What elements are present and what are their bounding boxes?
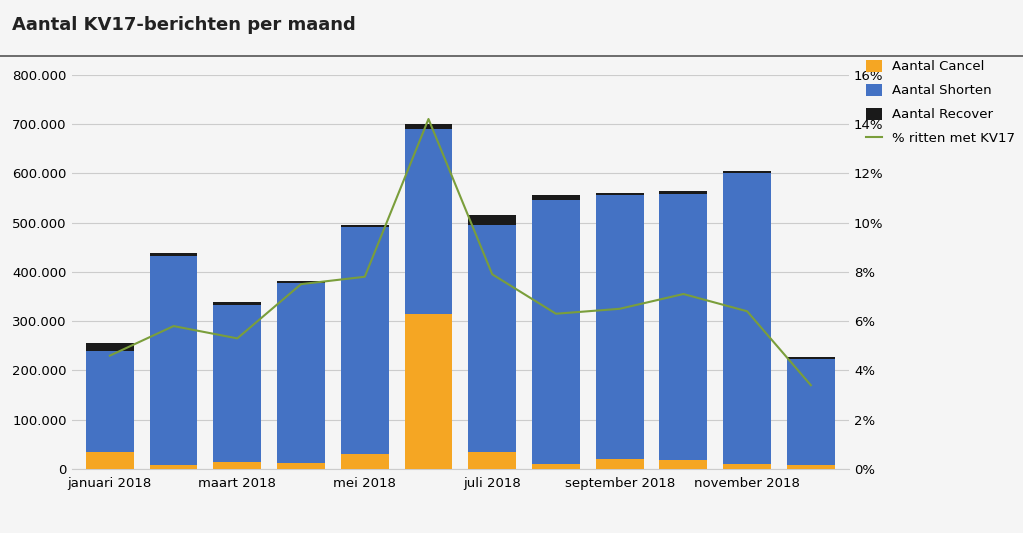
Bar <box>595 196 643 459</box>
Bar <box>404 129 452 314</box>
Bar <box>787 359 835 465</box>
Bar <box>214 305 261 462</box>
Bar <box>595 193 643 196</box>
Bar <box>86 351 134 452</box>
Bar <box>469 225 517 452</box>
Bar <box>214 302 261 305</box>
Text: Aantal KV17-berichten per maand: Aantal KV17-berichten per maand <box>12 16 356 34</box>
Bar <box>86 343 134 351</box>
Bar <box>86 452 134 469</box>
Bar <box>532 196 580 200</box>
Bar <box>469 215 517 225</box>
Bar <box>723 171 771 173</box>
Bar <box>469 452 517 469</box>
Bar <box>341 454 389 469</box>
Bar <box>532 464 580 469</box>
Bar <box>404 314 452 469</box>
Bar <box>149 253 197 255</box>
Bar <box>787 465 835 469</box>
Bar <box>277 283 325 463</box>
Bar <box>660 194 707 460</box>
Bar <box>277 463 325 469</box>
Bar <box>532 200 580 464</box>
Bar <box>660 460 707 469</box>
Bar <box>787 357 835 359</box>
Bar <box>723 173 771 464</box>
Bar <box>341 228 389 454</box>
Bar <box>341 225 389 228</box>
Legend: Aantal Cancel, Aantal Shorten, Aantal Recover, % ritten met KV17: Aantal Cancel, Aantal Shorten, Aantal Re… <box>865 60 1015 146</box>
Bar <box>595 459 643 469</box>
Bar <box>723 464 771 469</box>
Bar <box>149 255 197 465</box>
Bar <box>149 465 197 469</box>
Bar <box>404 124 452 129</box>
Bar <box>277 281 325 283</box>
Bar <box>214 462 261 469</box>
Bar <box>660 191 707 194</box>
